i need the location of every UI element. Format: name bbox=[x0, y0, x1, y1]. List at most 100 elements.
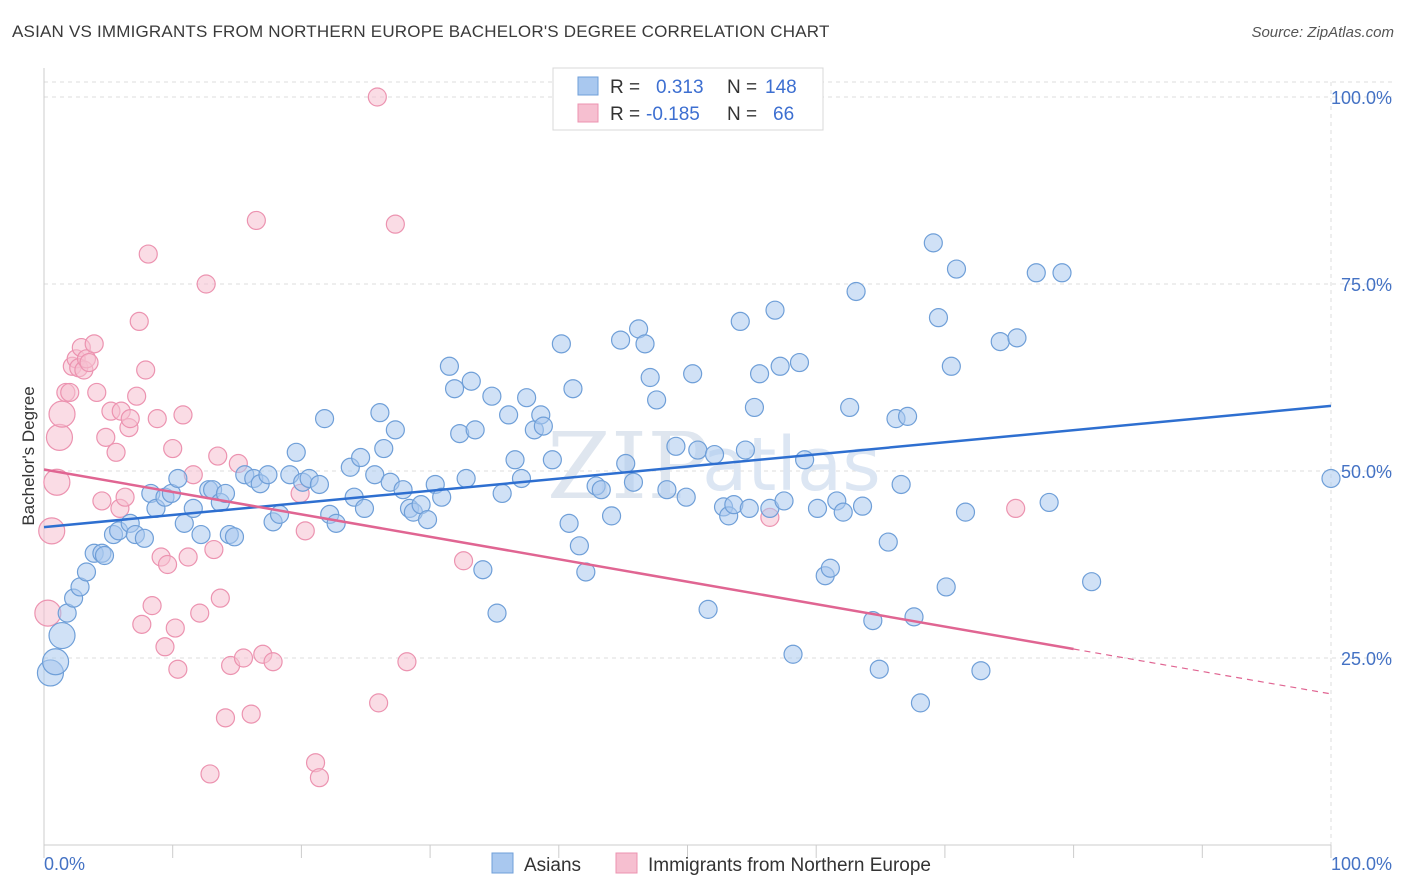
asians-point-140 bbox=[1039, 492, 1059, 513]
asians-point-78 bbox=[559, 513, 579, 533]
asians-point-119 bbox=[840, 397, 860, 418]
immigrants-point-16 bbox=[92, 491, 112, 511]
immigrants-point-25 bbox=[127, 386, 147, 406]
immigrants-point-1 bbox=[38, 517, 66, 545]
immigrants-point-61 bbox=[385, 214, 405, 234]
asians-point-2 bbox=[48, 621, 76, 650]
asians-point-48 bbox=[370, 403, 390, 423]
immigrants-point-22 bbox=[115, 487, 135, 507]
stats-n-value-immigrants: 66 bbox=[773, 104, 794, 125]
immigrants-point-13 bbox=[79, 352, 99, 373]
axes bbox=[43, 68, 1332, 858]
asians-point-137 bbox=[990, 331, 1010, 352]
immigrants-point-36 bbox=[165, 618, 185, 638]
asians-point-121 bbox=[852, 496, 873, 516]
asians-point-52 bbox=[393, 480, 413, 500]
asians-point-127 bbox=[897, 406, 918, 426]
y-tick-label-75: 75.0% bbox=[1341, 275, 1392, 295]
legend-swatch-immigrants bbox=[615, 852, 638, 874]
immigrants-point-38 bbox=[173, 405, 193, 425]
asians-point-63 bbox=[461, 371, 481, 391]
asians-point-49 bbox=[374, 438, 394, 459]
asians-point-142 bbox=[1082, 572, 1102, 592]
stats-n-value-asians: 148 bbox=[765, 77, 797, 98]
asians-point-34 bbox=[269, 504, 290, 524]
immigrants-point-65 bbox=[1006, 498, 1026, 518]
asians-point-45 bbox=[351, 447, 371, 468]
immigrants-point-33 bbox=[155, 637, 175, 657]
asians-point-46 bbox=[354, 498, 375, 518]
asians-point-143 bbox=[1321, 468, 1341, 489]
asians-point-138 bbox=[1007, 328, 1027, 348]
asians-point-19 bbox=[168, 468, 188, 489]
asians-point-83 bbox=[591, 480, 611, 500]
legend-label-immigrants: Immigrants from Northern Europe bbox=[648, 855, 931, 876]
immigrants-point-37 bbox=[168, 659, 188, 679]
asians-point-129 bbox=[910, 693, 931, 713]
immigrants-point-52 bbox=[246, 210, 266, 231]
asians-point-109 bbox=[770, 356, 790, 376]
immigrants-point-42 bbox=[196, 274, 216, 294]
asians-point-40 bbox=[314, 409, 335, 429]
immigrants-point-29 bbox=[138, 244, 158, 264]
asians-point-51 bbox=[385, 420, 405, 440]
stats-r-value-asians: 0.313 bbox=[656, 77, 704, 98]
asians-point-120 bbox=[846, 281, 866, 302]
immigrants-point-17 bbox=[96, 427, 116, 447]
immigrants-point-35 bbox=[163, 438, 183, 459]
x-tick-label-max: 100.0% bbox=[1331, 854, 1392, 874]
asians-point-72 bbox=[517, 388, 537, 408]
asians-point-111 bbox=[783, 644, 803, 664]
asians-point-59 bbox=[439, 356, 460, 376]
immigrants-point-54 bbox=[263, 652, 283, 672]
asians-point-91 bbox=[647, 390, 667, 410]
immigrants-point-30 bbox=[142, 596, 162, 616]
immigrants-point-58 bbox=[309, 768, 330, 788]
immigrants-point-60 bbox=[369, 693, 389, 713]
asians-point-98 bbox=[704, 444, 725, 465]
asians-point-28 bbox=[224, 527, 245, 547]
asians-point-93 bbox=[666, 436, 686, 456]
stats-legend-swatch-immigrants bbox=[577, 103, 599, 123]
asians-point-36 bbox=[286, 442, 306, 462]
immigrants-point-34 bbox=[157, 554, 178, 575]
legend-label-asians: Asians bbox=[524, 855, 581, 876]
asians-point-32 bbox=[258, 465, 278, 485]
asians-point-97 bbox=[698, 599, 718, 619]
asians-point-79 bbox=[563, 379, 583, 399]
legend-swatch-asians bbox=[491, 852, 514, 874]
immigrants-point-45 bbox=[208, 446, 228, 466]
asians-point-118 bbox=[833, 502, 853, 522]
immigrants-point-26 bbox=[129, 311, 149, 331]
immigrants-point-56 bbox=[295, 521, 315, 541]
immigrants-point-3 bbox=[45, 423, 74, 451]
asians-point-132 bbox=[936, 577, 956, 597]
asians-point-90 bbox=[640, 367, 660, 388]
asians-point-102 bbox=[730, 311, 750, 331]
asians-point-26 bbox=[215, 483, 236, 504]
immigrants-point-19 bbox=[106, 442, 126, 462]
asians-point-116 bbox=[820, 558, 840, 578]
immigrants-point-46 bbox=[210, 588, 230, 608]
immigrants-point-6 bbox=[60, 382, 80, 403]
asians-point-105 bbox=[744, 397, 765, 418]
asians-point-131 bbox=[928, 308, 949, 328]
asians-point-114 bbox=[807, 498, 828, 518]
asians-point-124 bbox=[878, 532, 898, 552]
stats-n-label-immigrants: N = bbox=[727, 104, 757, 125]
asians-point-56 bbox=[417, 510, 438, 530]
asians-point-135 bbox=[955, 502, 976, 522]
y-tick-label-100: 100.0% bbox=[1331, 88, 1392, 108]
x-tick-label-min: 0.0% bbox=[44, 854, 85, 874]
asians-point-68 bbox=[492, 483, 512, 504]
asians-point-80 bbox=[569, 536, 589, 556]
trend-lines bbox=[43, 404, 1332, 695]
immigrants-point-2 bbox=[43, 468, 71, 496]
asians-point-42 bbox=[326, 513, 346, 533]
chart-title: ASIAN VS IMMIGRANTS FROM NORTHERN EUROPE… bbox=[12, 22, 830, 41]
trend-line-immigrants-extension bbox=[1073, 648, 1332, 695]
trend-line-immigrants bbox=[43, 468, 1074, 651]
asians-point-123 bbox=[869, 659, 889, 679]
asians-point-86 bbox=[616, 453, 636, 474]
asians-point-110 bbox=[774, 491, 794, 511]
